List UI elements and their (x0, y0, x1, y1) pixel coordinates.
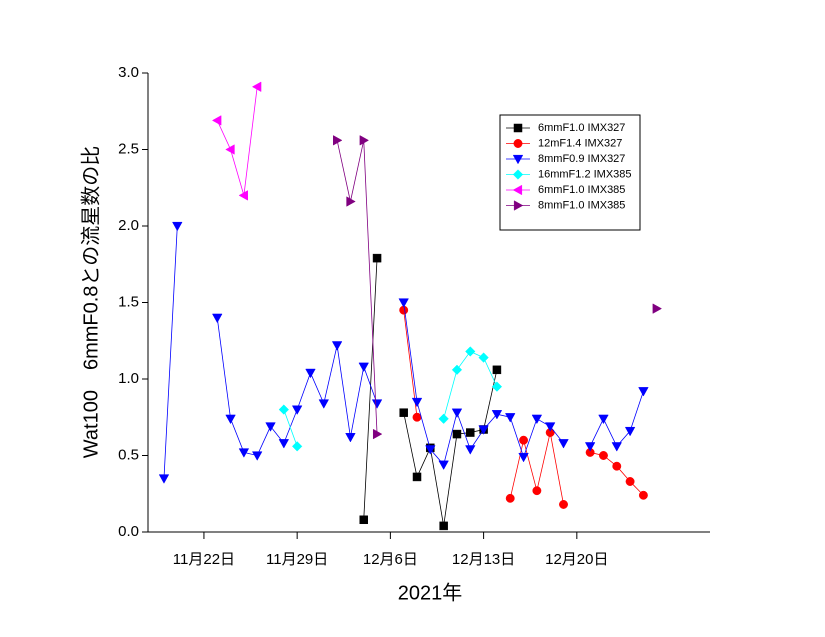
data-point (238, 190, 248, 201)
data-point (652, 303, 663, 314)
data-point (371, 399, 383, 409)
data-point (531, 414, 543, 425)
data-point (399, 408, 408, 417)
data-point (465, 445, 476, 455)
x-tick-label: 12月20日 (545, 551, 608, 568)
data-point (225, 414, 236, 425)
data-point (598, 414, 609, 425)
data-point (278, 404, 289, 415)
y-tick-label: 1.0 (118, 370, 139, 387)
legend-marker (512, 154, 524, 165)
data-point (638, 387, 649, 397)
series-line (283, 350, 498, 447)
data-point (625, 477, 635, 486)
data-point (346, 196, 356, 207)
data-point (278, 439, 290, 449)
x-axis-title: 2021年 (398, 581, 463, 604)
data-point (439, 521, 448, 531)
legend-label: 6mmF1.0 IMX327 (538, 122, 625, 134)
legend-label: 16mmF1.2 IMX385 (538, 168, 632, 180)
data-point (238, 448, 250, 458)
data-point (158, 474, 170, 484)
series-line (403, 310, 644, 505)
data-point (372, 428, 383, 440)
y-tick-label: 0.0 (118, 523, 139, 540)
data-point (466, 428, 475, 437)
y-tick-label: 3.0 (118, 64, 139, 81)
y-tick-label: 2.0 (118, 217, 139, 234)
x-tick-label: 11月22日 (173, 551, 235, 568)
data-point (638, 490, 648, 500)
data-point (491, 410, 503, 420)
data-point (251, 81, 262, 92)
series-line (363, 258, 498, 526)
data-point (491, 381, 503, 392)
y-tick-label: 0.5 (118, 446, 139, 463)
data-point (611, 442, 623, 452)
legend-label: 8mmF0.9 IMX327 (538, 153, 625, 165)
data-point (519, 435, 529, 445)
data-point (624, 426, 636, 437)
data-point (438, 413, 449, 424)
y-axis-title: Wat100 6mmF0.8との流星数の比 (79, 146, 102, 458)
data-point (465, 346, 476, 357)
data-point (584, 442, 596, 452)
data-point (505, 413, 516, 423)
y-tick-label: 2.5 (118, 140, 139, 157)
data-point (359, 135, 370, 146)
series-line (163, 225, 644, 479)
data-point (411, 397, 423, 408)
x-tick-label: 11月29日 (266, 551, 328, 568)
data-point (172, 221, 183, 232)
data-point (412, 412, 422, 422)
data-point (478, 425, 489, 435)
data-point (559, 500, 568, 509)
x-tick-label: 12月13日 (452, 551, 515, 568)
data-point (451, 364, 463, 375)
data-point (412, 472, 422, 482)
data-point (212, 313, 223, 324)
legend-label: 8mmF1.0 IMX385 (538, 199, 625, 211)
legend-marker (513, 139, 523, 148)
data-point (265, 422, 276, 432)
data-point (372, 253, 382, 263)
data-point (425, 445, 436, 455)
data-point (438, 460, 449, 470)
data-point (532, 486, 542, 496)
data-point (211, 115, 222, 126)
data-point (398, 298, 409, 308)
legend-marker (513, 123, 523, 133)
x-tick-label: 12月6日 (363, 551, 418, 568)
data-point (331, 341, 343, 351)
data-point (599, 451, 608, 460)
data-point (358, 362, 369, 373)
data-point (478, 352, 489, 363)
data-point (333, 135, 343, 146)
legend-label: 6mmF1.0 IMX385 (538, 184, 625, 196)
data-point (251, 451, 263, 461)
data-point (452, 429, 462, 439)
data-point (558, 439, 569, 449)
data-point (544, 422, 556, 432)
data-point (451, 408, 463, 418)
data-point (345, 433, 356, 443)
data-point (292, 441, 303, 452)
data-point (318, 399, 330, 409)
legend-label: 12mF1.4 IMX327 (538, 137, 622, 149)
data-point (492, 365, 502, 375)
y-tick-label: 1.5 (118, 293, 139, 310)
legend-marker (512, 184, 523, 196)
data-point (518, 452, 529, 463)
data-point (225, 144, 235, 155)
data-point (359, 515, 368, 525)
data-point (305, 368, 316, 379)
data-point (291, 405, 303, 415)
legend-marker (512, 169, 524, 180)
legend-marker (513, 200, 524, 211)
legend-box (499, 114, 641, 231)
data-point (612, 461, 622, 471)
data-point (505, 493, 515, 503)
series-line (216, 86, 258, 196)
